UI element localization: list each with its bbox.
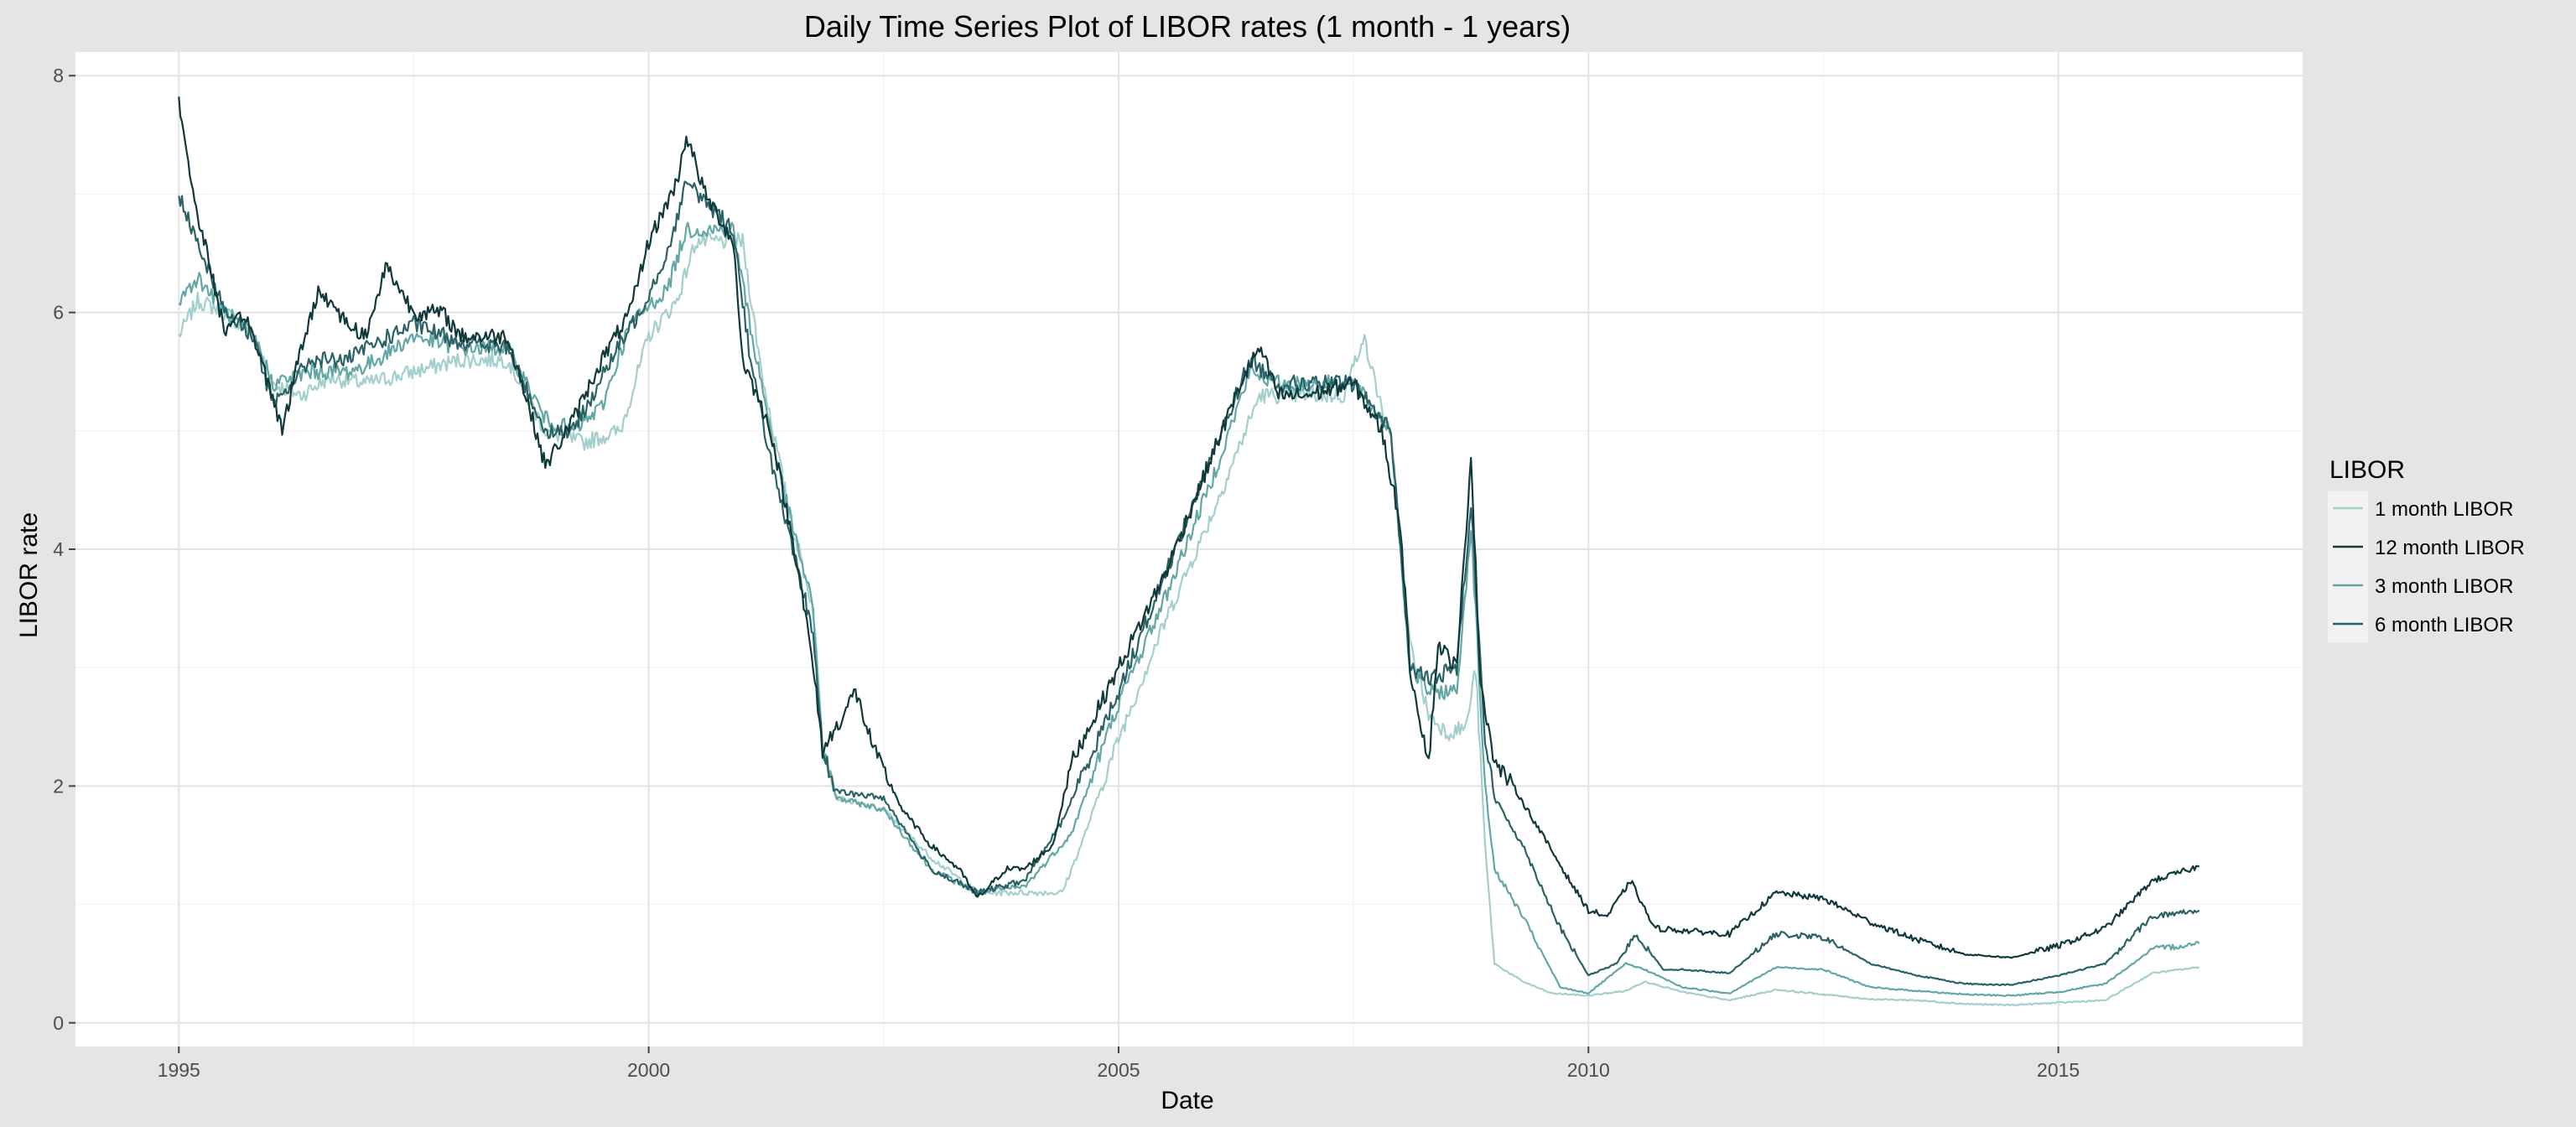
series-line [178, 221, 2200, 997]
legend-label: 1 month LIBOR [2375, 498, 2513, 521]
x-tick-label: 2000 [627, 1059, 670, 1081]
x-tick-label: 1995 [158, 1059, 200, 1081]
legend-title: LIBOR [2329, 456, 2405, 484]
x-tick-label: 2010 [1567, 1059, 1610, 1081]
y-tick-label: 0 [53, 1012, 64, 1034]
legend-label: 6 month LIBOR [2375, 614, 2513, 636]
series-line [178, 96, 2199, 959]
series-line [178, 232, 2200, 1007]
series-layer [178, 96, 2200, 1007]
x-axis-title: Date [1161, 1087, 1213, 1114]
y-axis-title: LIBOR rate [15, 512, 43, 638]
series-3-month-libor [178, 221, 2200, 997]
series-line [178, 180, 2200, 987]
legend-label: 12 month LIBOR [2375, 537, 2525, 559]
x-tick-label: 2005 [1097, 1059, 1140, 1081]
series-6-month-libor [178, 180, 2200, 987]
series-1-month-libor [178, 232, 2200, 1007]
legend-label: 3 month LIBOR [2375, 575, 2513, 598]
axis-ticks: 1995 2000 2005 2010 2015 0 2 4 6 8 [53, 65, 2080, 1081]
y-tick-label: 2 [53, 775, 64, 797]
x-tick-label: 2015 [2037, 1059, 2080, 1081]
y-tick-label: 4 [53, 538, 64, 560]
series-12-month-libor [178, 96, 2199, 959]
gridlines [75, 52, 2303, 1046]
y-tick-label: 8 [53, 65, 64, 86]
legend: LIBOR 1 month LIBOR 12 month LIBOR 3 month… [2328, 456, 2525, 642]
chart-title: Daily Time Series Plot of LIBOR rates (1… [804, 9, 1571, 44]
y-tick-label: 6 [53, 302, 64, 324]
